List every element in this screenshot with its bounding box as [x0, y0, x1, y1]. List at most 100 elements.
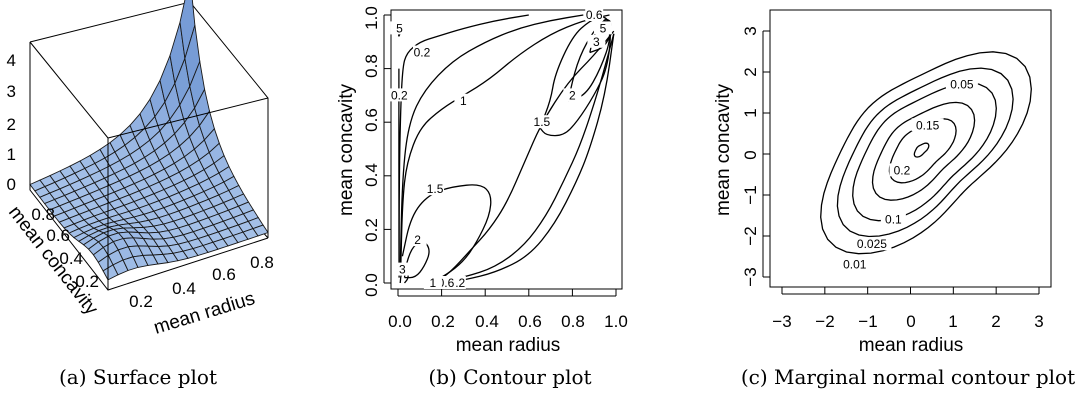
marginal-contour-level-label: 0.1 [885, 213, 902, 227]
y-tick-label: 0.6 [46, 226, 70, 245]
contour-line [432, 33, 615, 284]
contour-level-label: 0.6 [586, 8, 603, 22]
marginal-contour-label-bg [889, 163, 915, 177]
marginal-contour-label-bg [911, 118, 944, 132]
x-tick-label: 0.0 [388, 312, 412, 331]
contour-x-axis: 0.0 0.2 0.4 0.6 0.8 1.0 mean radius [388, 289, 628, 356]
y-tick-label: −3 [741, 267, 760, 286]
x-tick-label: −3 [772, 312, 791, 331]
surface-box-top-right [107, 97, 269, 139]
marginal-contour-line [871, 101, 976, 201]
contour-label-bg [408, 233, 427, 247]
contour-level-label: 1.5 [427, 182, 444, 196]
y-tick-label: 0.8 [31, 205, 55, 224]
contour-level-label: 0.2 [391, 88, 408, 102]
z-tick-label: 3 [7, 82, 16, 101]
surface-plot-panel: 0 1 2 3 4 0.8 0.6 0.4 0.2 mean concavity… [4, 0, 274, 389]
x-tick-label: 0.6 [518, 312, 542, 331]
marginal-x-ticks [781, 287, 1040, 295]
x-tick-label: 0.6 [212, 265, 236, 284]
contour-label-bg [423, 276, 442, 289]
marginal-contour-level-labels: 0.2 0.15 0.1 0.05 0.025 0.01 [838, 77, 978, 272]
contour-label-bg [454, 93, 473, 107]
marginal-contour-level-label: 0.025 [857, 237, 887, 251]
y-tick-label: 0.4 [362, 163, 381, 187]
contour-label-bg [412, 45, 431, 59]
marginal-normal-contour-panel: 0.2 0.15 0.1 0.05 0.025 0.01 −3 −2 −1 0 1 2 3… [713, 9, 1075, 389]
contour-label-bg [593, 21, 612, 35]
contour-label-bg [532, 115, 551, 129]
caption-c: (c) Marginal normal contour plot [741, 365, 1075, 389]
x-tick-label: 0.4 [475, 312, 499, 331]
marginal-contour-level-label: 0.15 [916, 118, 940, 132]
surface-facet [252, 224, 269, 237]
contour-level-label: 1.5 [534, 115, 551, 129]
contour-x-axis-label: mean radius [456, 335, 561, 356]
contour-label-bg [393, 262, 412, 276]
marginal-y-axis-label: mean concavity [713, 84, 734, 217]
y-tick-label: 0.2 [362, 218, 381, 242]
contour-plot-frame [390, 9, 623, 290]
contour-label-bg [390, 21, 409, 35]
contour-line [401, 184, 492, 284]
z-tick-label: 4 [7, 51, 16, 70]
contour-level-label: 3 [399, 263, 406, 277]
x-tick-label: 0.4 [172, 279, 196, 298]
y-tick-label: 0.8 [362, 54, 381, 78]
surface-box-top-front [29, 41, 109, 139]
contour-label-bg [426, 182, 445, 196]
y-tick-label: 2 [741, 67, 760, 76]
marginal-contour-level-label: 0.2 [894, 163, 911, 177]
y-tick-label: 0 [741, 150, 760, 159]
surface-x-axis: 0.2 0.4 0.6 0.8 mean radius [129, 253, 274, 339]
marginal-contour-plot-frame [769, 9, 1052, 288]
contour-level-label: 3 [593, 35, 600, 49]
x-tick-label: −2 [815, 312, 834, 331]
contour-line [399, 14, 584, 270]
marginal-contour-line [836, 67, 1014, 238]
contour-level-label: 5 [396, 21, 403, 35]
marginal-contour-level-label: 0.01 [843, 258, 867, 272]
marginal-contour-label-bg [838, 257, 871, 271]
x-tick-label: 1 [948, 312, 957, 331]
marginal-contour-line [913, 142, 930, 158]
marginal-y-ticks [762, 30, 770, 278]
contour-level-label: 0.2 [414, 46, 431, 60]
contour-label-bg [390, 88, 409, 102]
y-tick-label: 0.0 [362, 273, 381, 297]
z-tick-label: 2 [7, 115, 16, 134]
marginal-contour-line [820, 51, 1032, 255]
contour-y-axis: 0.0 0.2 0.4 0.6 0.8 1.0 mean concavity [336, 6, 391, 297]
x-tick-label: 3 [1034, 312, 1043, 331]
surface-z-axis: 0 1 2 3 4 [7, 51, 16, 194]
y-tick-label: −1 [741, 185, 760, 204]
y-tick-label: 0.4 [59, 249, 83, 268]
z-tick-label: 1 [7, 145, 16, 164]
x-tick-label: 2 [991, 312, 1000, 331]
y-tick-label: 1.0 [362, 6, 381, 30]
contour-level-label: 2 [569, 88, 576, 102]
x-tick-label: 0 [906, 312, 915, 331]
caption-b: (b) Contour plot [428, 365, 591, 389]
surface-mesh [29, 0, 269, 281]
marginal-contour-label-bg [945, 77, 978, 91]
contour-label-bg [585, 8, 604, 21]
y-tick-label: 0.2 [75, 272, 99, 291]
contour-level-label: 1 [430, 276, 437, 290]
x-tick-label: 0.2 [129, 292, 153, 311]
contour-y-ticks [383, 14, 391, 284]
contour-level-label: 2 [414, 233, 421, 247]
marginal-contour-level-label: 0.05 [950, 77, 974, 91]
x-tick-label: 0.8 [250, 253, 274, 272]
contour-y-axis-label: mean concavity [336, 84, 357, 217]
z-tick-label: 0 [7, 175, 16, 194]
contour-line [400, 14, 610, 267]
marginal-x-axis-label: mean radius [859, 335, 964, 356]
contour-level-label: 5 [600, 21, 607, 35]
x-tick-label: 1.0 [604, 312, 628, 331]
x-tick-label: 0.2 [431, 312, 455, 331]
contour-level-label: 1 [460, 94, 467, 108]
y-tick-label: 0.6 [362, 108, 381, 132]
